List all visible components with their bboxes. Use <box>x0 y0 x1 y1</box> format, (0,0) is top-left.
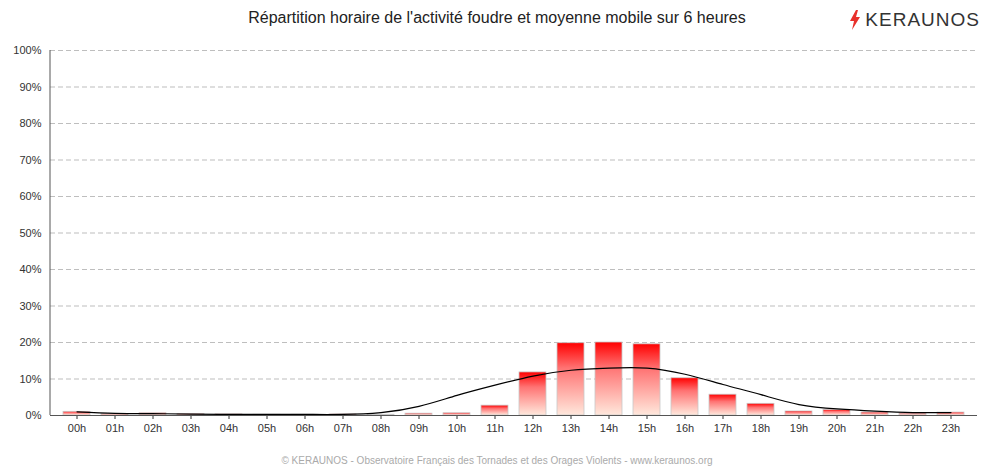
svg-text:05h: 05h <box>258 422 276 434</box>
svg-text:01h: 01h <box>106 422 124 434</box>
svg-text:15h: 15h <box>638 422 656 434</box>
html-text:© KERAUNOS - Observatoire Fran: © KERAUNOS - Observatoire Français des T… <box>281 455 713 466</box>
svg-text:10h: 10h <box>448 422 466 434</box>
svg-text:07h: 07h <box>334 422 352 434</box>
svg-text:40%: 40% <box>19 263 41 275</box>
svg-text:70%: 70% <box>19 154 41 166</box>
svg-text:00h: 00h <box>68 422 86 434</box>
html-text:KERAUNOS: KERAUNOS <box>865 9 980 30</box>
svg-text:06h: 06h <box>296 422 314 434</box>
svg-text:60%: 60% <box>19 190 41 202</box>
svg-text:100%: 100% <box>13 44 41 56</box>
svg-text:21h: 21h <box>866 422 884 434</box>
svg-text:14h: 14h <box>600 422 618 434</box>
svg-text:18h: 18h <box>752 422 770 434</box>
svg-text:0%: 0% <box>26 409 42 421</box>
svg-text:20h: 20h <box>828 422 846 434</box>
svg-text:22h: 22h <box>904 422 922 434</box>
svg-text:30%: 30% <box>19 300 41 312</box>
svg-text:02h: 02h <box>144 422 162 434</box>
svg-text:04h: 04h <box>220 422 238 434</box>
svg-text:12h: 12h <box>524 422 542 434</box>
html-text:Répartition horaire de l'activ: Répartition horaire de l'activité foudre… <box>248 9 746 26</box>
svg-text:23h: 23h <box>942 422 960 434</box>
svg-text:20%: 20% <box>19 336 41 348</box>
svg-text:80%: 80% <box>19 117 41 129</box>
svg-text:50%: 50% <box>19 227 41 239</box>
svg-text:11h: 11h <box>486 422 504 434</box>
svg-text:03h: 03h <box>182 422 200 434</box>
svg-text:13h: 13h <box>562 422 580 434</box>
svg-text:16h: 16h <box>676 422 694 434</box>
svg-text:17h: 17h <box>714 422 732 434</box>
svg-text:90%: 90% <box>19 81 41 93</box>
svg-text:09h: 09h <box>410 422 428 434</box>
svg-text:19h: 19h <box>790 422 808 434</box>
svg-text:08h: 08h <box>372 422 390 434</box>
svg-text:10%: 10% <box>19 373 41 385</box>
